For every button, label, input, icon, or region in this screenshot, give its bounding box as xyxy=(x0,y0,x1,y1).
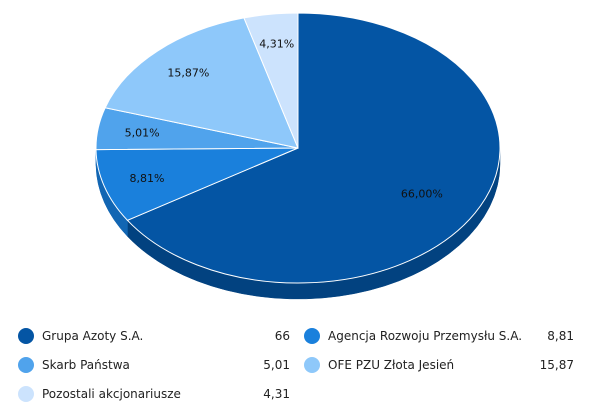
pie-labels: 66,00% 8,81% 5,01% 15,87% 4,31% xyxy=(125,38,443,201)
legend-item-agencja-rozwoju[interactable]: Agencja Rozwoju Przemysłu S.A. 8,81 xyxy=(304,326,574,346)
pie-slice-grupa-azoty-s-a xyxy=(126,12,501,284)
legend-item-ofe-pzu[interactable]: OFE PZU Złota Jesień 15,87 xyxy=(304,355,574,375)
legend-value: 8,81 xyxy=(547,329,574,343)
pie-slice-agencja-rozwoju-przemyslu-s-a xyxy=(95,147,299,221)
legend-item-pozostali[interactable]: Pozostali akcjonariusze 4,31 xyxy=(18,384,290,404)
pie-slice-pozostali-akcjonariusze xyxy=(243,12,299,149)
pie-label-ofe-pzu-zlota-jesien: 15,87% xyxy=(167,66,209,79)
legend-value: 66 xyxy=(274,329,290,343)
pie-label-skarb-panstwa: 5,01% xyxy=(125,127,160,140)
legend-label: Pozostali akcjonariusze xyxy=(42,387,181,401)
legend-label: Grupa Azoty S.A. xyxy=(42,329,144,343)
legend-item-grupa-azoty[interactable]: Grupa Azoty S.A. 66 xyxy=(18,326,290,346)
legend-marker xyxy=(304,357,320,373)
legend-item-skarb-panstwa[interactable]: Skarb Państwa 5,01 xyxy=(18,355,290,375)
pie-label-pozostali-akcjonariusze: 4,31% xyxy=(259,38,294,51)
legend-marker xyxy=(18,357,34,373)
legend-label: Skarb Państwa xyxy=(42,358,130,372)
legend: Grupa Azoty S.A. 66 Agencja Rozwoju Prze… xyxy=(0,318,598,413)
legend-label: OFE PZU Złota Jesień xyxy=(328,358,455,372)
pie-slice-ofe-pzu-zlota-jesien xyxy=(104,17,299,149)
legend-value: 15,87 xyxy=(539,358,574,372)
pie-chart: 66,00% 8,81% 5,01% 15,87% 4,31% xyxy=(95,12,501,300)
pie-label-grupa-azoty-s-a: 66,00% xyxy=(401,188,443,201)
legend-marker xyxy=(304,328,320,344)
legend-label: Agencja Rozwoju Przemysłu S.A. xyxy=(328,329,523,343)
legend-value: 5,01 xyxy=(263,358,290,372)
pie-slices xyxy=(95,12,501,284)
legend-marker xyxy=(18,328,34,344)
legend-value: 4,31 xyxy=(263,387,290,401)
legend-marker xyxy=(18,386,34,402)
pie-label-agencja-rozwoju-przemyslu-s-a: 8,81% xyxy=(129,172,164,185)
